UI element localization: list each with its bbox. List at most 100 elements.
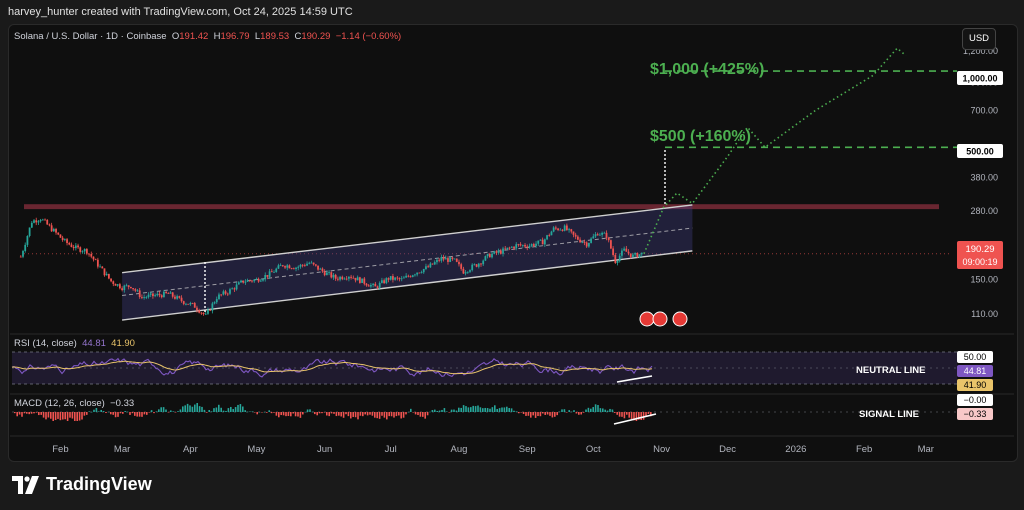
macd-histogram-bar	[218, 404, 220, 412]
candle	[110, 278, 112, 282]
candle	[94, 259, 97, 261]
macd-histogram-bar	[254, 412, 256, 413]
candle	[381, 280, 383, 283]
macd-histogram-bar	[558, 411, 561, 413]
macd-histogram-bar	[162, 407, 165, 412]
macd-histogram-bar	[165, 409, 167, 412]
candle	[535, 243, 537, 246]
macd-histogram-bar	[412, 412, 414, 413]
us-flag-icon[interactable]	[639, 311, 655, 327]
macd-histogram-bar	[527, 412, 530, 416]
candle	[30, 222, 33, 228]
candle	[134, 289, 137, 291]
macd-histogram-bar	[237, 404, 239, 412]
candle	[363, 278, 366, 284]
macd-histogram-bar	[544, 412, 546, 415]
macd-histogram-bar	[587, 407, 590, 412]
chart-frame[interactable]	[8, 24, 1018, 462]
macd-histogram-bar	[141, 412, 143, 417]
macd-histogram-bar	[395, 412, 398, 417]
time-tick-label: Mar	[918, 444, 934, 455]
candle	[559, 229, 562, 231]
candle	[330, 272, 333, 278]
candle	[632, 254, 634, 258]
macd-histogram-bar	[477, 405, 479, 412]
macd-histogram-bar	[626, 412, 628, 415]
macd-histogram-bar	[482, 408, 484, 412]
candle	[292, 268, 295, 270]
candle	[455, 258, 458, 262]
candle	[61, 237, 64, 241]
macd-histogram-bar	[285, 412, 287, 417]
candle	[83, 249, 86, 252]
macd-histogram-bar	[513, 410, 515, 412]
macd-histogram-bar	[645, 412, 647, 417]
candle	[629, 253, 632, 258]
candle	[336, 278, 339, 280]
grid	[10, 333, 1014, 437]
candle	[458, 261, 460, 265]
event-flag-icons[interactable]	[639, 311, 688, 327]
us-flag-icon[interactable]	[672, 311, 688, 327]
candle	[460, 264, 463, 269]
candle	[207, 309, 209, 314]
candle	[387, 278, 390, 280]
candle	[226, 293, 229, 295]
macd-histogram-bar	[330, 412, 333, 414]
macd-histogram-bar	[429, 411, 431, 413]
macd-histogram-bar	[306, 409, 309, 412]
macd-histogram-bar	[410, 408, 412, 412]
candle	[367, 285, 370, 287]
candle	[521, 245, 524, 246]
macd-histogram-bar	[189, 405, 191, 412]
candle	[92, 256, 95, 260]
macd-histogram-bar	[462, 405, 465, 412]
macd-histogram-bar	[434, 409, 436, 412]
symbol-legend[interactable]: Solana / U.S. Dollar · 1D · Coinbase O19…	[14, 31, 401, 42]
macd-histogram-bar	[602, 408, 604, 412]
candle	[433, 262, 436, 265]
candle	[431, 263, 434, 265]
channel-lower	[122, 250, 693, 321]
candle	[268, 271, 271, 277]
macd-histogram-bar	[573, 410, 575, 412]
badge-countdown: 09:00:19	[962, 257, 997, 267]
candle	[90, 253, 93, 257]
rsi-legend[interactable]: RSI (14, close) 44.81 41.90	[14, 338, 135, 349]
macd-histogram-bar	[129, 412, 131, 415]
macd-histogram-bar	[630, 412, 633, 420]
candle	[411, 275, 414, 277]
candle	[352, 277, 355, 279]
rsi-badge-ma: 41.90	[964, 380, 987, 390]
candle	[365, 283, 368, 286]
macd-histogram-bar	[405, 412, 407, 415]
candle	[132, 288, 135, 290]
macd-histogram-bar	[47, 412, 50, 418]
macd-histogram-bar	[21, 412, 23, 417]
candle	[491, 253, 493, 258]
candle	[154, 295, 157, 297]
candle	[143, 297, 146, 298]
tradingview-logo[interactable]: TradingView	[12, 474, 152, 495]
candle	[420, 272, 423, 274]
macd-histogram-bar	[520, 412, 522, 413]
macd-histogram-bar	[506, 406, 508, 412]
macd-histogram-bar	[578, 412, 580, 415]
macd-histogram-bar	[594, 404, 597, 412]
candle	[275, 268, 278, 272]
candle	[136, 290, 139, 292]
macd-histogram-bar	[98, 411, 100, 412]
macd-histogram-bar	[131, 412, 134, 414]
macd-histogram-bar	[642, 412, 645, 420]
currency-button[interactable]: USD	[962, 28, 996, 50]
projection-path	[643, 47, 907, 255]
macd-histogram-bar	[345, 412, 347, 415]
candle	[451, 257, 454, 259]
macd-legend[interactable]: MACD (12, 26, close) −0.33	[14, 398, 134, 409]
macd-histogram-bar	[446, 411, 448, 412]
us-flag-icon[interactable]	[652, 311, 668, 327]
macd-histogram-bar	[136, 412, 138, 417]
candle	[442, 257, 445, 260]
price-tick-label: 280.00	[970, 206, 998, 216]
